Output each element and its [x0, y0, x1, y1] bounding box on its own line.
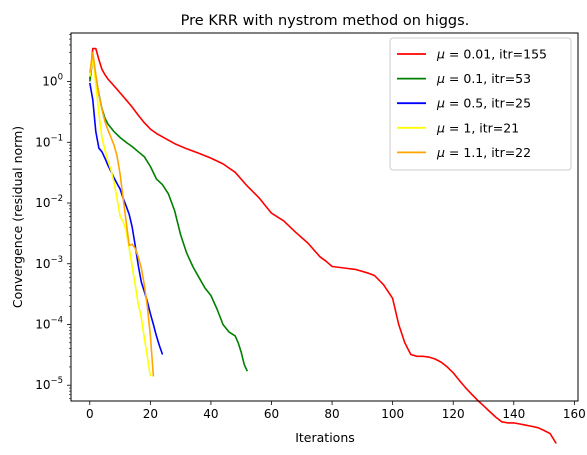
x-tick-label-6: 120	[442, 407, 465, 421]
series-line-3	[89, 57, 152, 377]
x-tick-label-4: 80	[324, 407, 339, 421]
chart-title: Pre KRR with nystrom method on higgs.	[181, 13, 470, 29]
series-layer	[89, 47, 557, 444]
x-tick-label-2: 40	[203, 407, 218, 421]
y-tick-label-2: 10−3	[35, 255, 63, 271]
series-line-0	[89, 47, 557, 444]
legend-frame	[389, 37, 572, 171]
y-tick-label-3: 10−2	[35, 194, 63, 210]
x-tick-label-7: 140	[502, 407, 525, 421]
series-line-1	[89, 57, 249, 372]
x-axis-label: Iterations	[295, 430, 355, 445]
y-axis: 10−5 10−4 10−3 10−2 10−1 100	[35, 33, 71, 400]
series-line-4	[89, 51, 155, 377]
x-axis: 0 20 40 60 80 100 120 140 160	[86, 401, 586, 421]
legend: μ = 0.01, itr=155 μ = 0.1, itr=53 μ = 0.5,…	[389, 37, 572, 171]
legend-label-1: μ = 0.1, itr=53	[436, 71, 531, 86]
x-tick-label-8: 160	[563, 407, 586, 421]
legend-label-4: μ = 1.1, itr=22	[436, 145, 531, 160]
series-line-2	[89, 82, 164, 355]
legend-label-0: μ = 0.01, itr=155	[436, 47, 547, 62]
legend-label-3: μ = 1, itr=21	[436, 120, 519, 135]
plot-area-frame	[70, 32, 579, 402]
x-tick-label-1: 20	[143, 407, 158, 421]
y-axis-label: Convergence (residual norm)	[10, 126, 25, 308]
legend-label-2: μ = 0.5, itr=25	[436, 96, 531, 111]
y-tick-label-5: 100	[42, 73, 63, 89]
x-tick-label-0: 0	[86, 407, 94, 421]
y-tick-label-1: 10−4	[35, 315, 63, 331]
x-tick-label-3: 60	[264, 407, 279, 421]
x-tick-label-5: 100	[381, 407, 404, 421]
y-tick-label-0: 10−5	[35, 376, 63, 392]
y-tick-label-4: 10−1	[35, 133, 63, 149]
